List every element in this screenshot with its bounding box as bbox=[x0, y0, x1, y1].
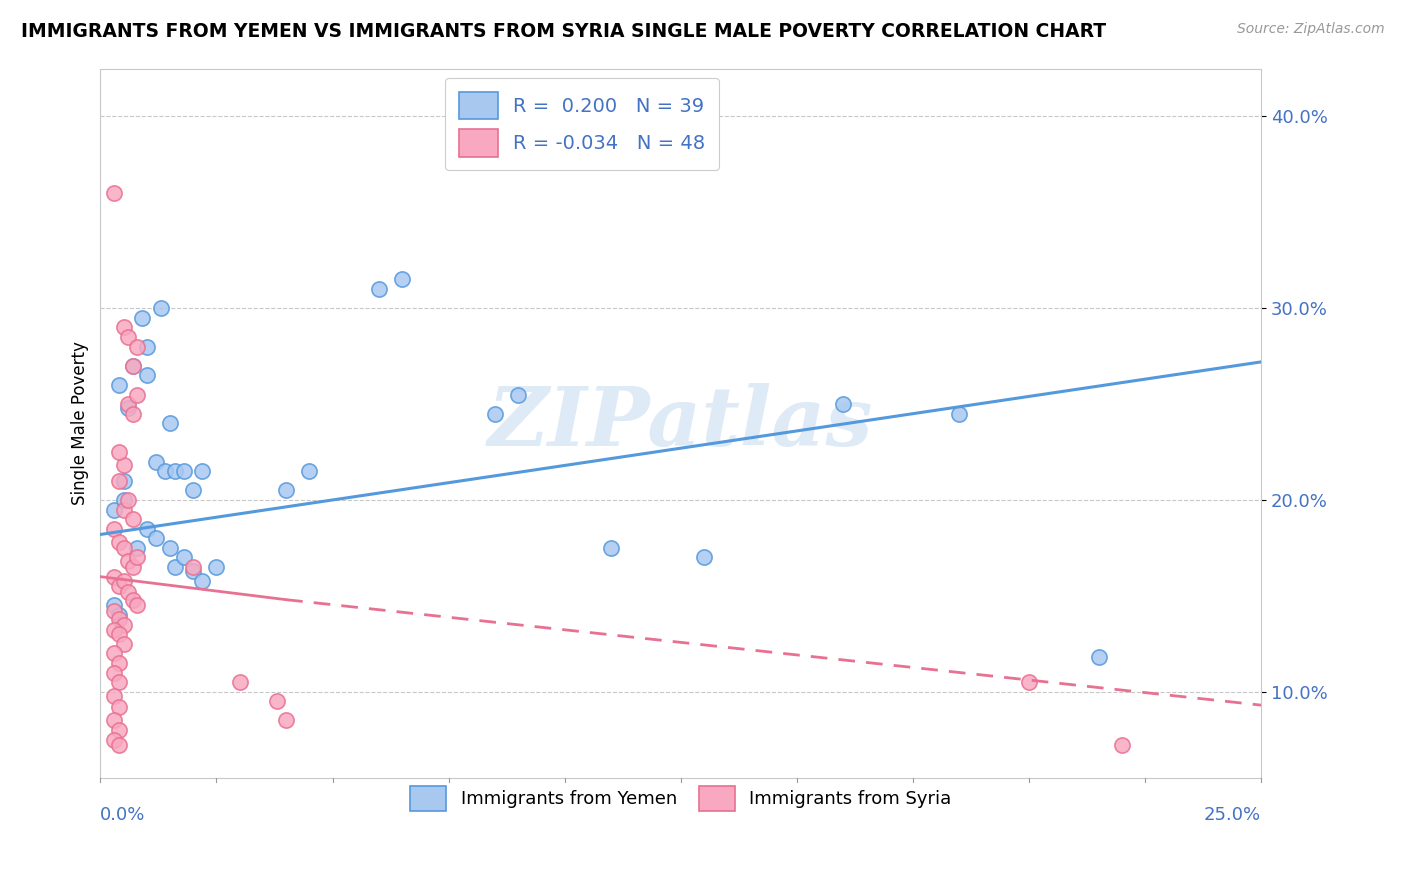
Point bbox=[121, 592, 143, 607]
Point bbox=[832, 397, 855, 411]
Point bbox=[693, 550, 716, 565]
Point bbox=[103, 646, 125, 660]
Point bbox=[103, 186, 125, 201]
Point bbox=[181, 560, 204, 574]
Point bbox=[112, 574, 135, 588]
Point bbox=[117, 330, 139, 344]
Point bbox=[181, 564, 204, 578]
Point bbox=[108, 723, 131, 737]
Point bbox=[121, 359, 143, 373]
Point bbox=[108, 445, 131, 459]
Point bbox=[484, 407, 506, 421]
Point bbox=[103, 732, 125, 747]
Point bbox=[108, 612, 131, 626]
Point bbox=[274, 714, 297, 728]
Point bbox=[103, 502, 125, 516]
Point bbox=[181, 483, 204, 498]
Point bbox=[127, 340, 149, 354]
Point bbox=[135, 522, 157, 536]
Legend: Immigrants from Yemen, Immigrants from Syria: Immigrants from Yemen, Immigrants from S… bbox=[404, 779, 959, 819]
Point bbox=[135, 340, 157, 354]
Point bbox=[149, 301, 172, 316]
Point bbox=[117, 492, 139, 507]
Point bbox=[191, 464, 214, 478]
Point bbox=[108, 627, 131, 641]
Point bbox=[103, 599, 125, 613]
Point bbox=[117, 397, 139, 411]
Point bbox=[163, 560, 186, 574]
Point bbox=[108, 675, 131, 690]
Point bbox=[163, 464, 186, 478]
Text: 25.0%: 25.0% bbox=[1204, 806, 1261, 824]
Point bbox=[112, 492, 135, 507]
Point bbox=[112, 541, 135, 555]
Point bbox=[103, 522, 125, 536]
Point bbox=[103, 689, 125, 703]
Point bbox=[159, 541, 181, 555]
Point bbox=[121, 359, 143, 373]
Point bbox=[117, 585, 139, 599]
Point bbox=[108, 579, 131, 593]
Point bbox=[108, 474, 131, 488]
Point bbox=[145, 455, 167, 469]
Point bbox=[108, 378, 131, 392]
Point bbox=[103, 569, 125, 583]
Point bbox=[155, 464, 177, 478]
Point bbox=[508, 387, 530, 401]
Point bbox=[112, 458, 135, 473]
Point bbox=[108, 607, 131, 622]
Point bbox=[266, 694, 288, 708]
Point bbox=[228, 675, 250, 690]
Point bbox=[121, 560, 143, 574]
Text: IMMIGRANTS FROM YEMEN VS IMMIGRANTS FROM SYRIA SINGLE MALE POVERTY CORRELATION C: IMMIGRANTS FROM YEMEN VS IMMIGRANTS FROM… bbox=[21, 22, 1107, 41]
Point bbox=[131, 310, 153, 325]
Point bbox=[127, 599, 149, 613]
Point bbox=[127, 550, 149, 565]
Point bbox=[948, 407, 970, 421]
Point bbox=[112, 617, 135, 632]
Point bbox=[103, 624, 125, 638]
Point bbox=[127, 387, 149, 401]
Point bbox=[274, 483, 297, 498]
Point bbox=[112, 502, 135, 516]
Point bbox=[108, 700, 131, 714]
Point bbox=[1087, 650, 1109, 665]
Point bbox=[103, 604, 125, 618]
Point bbox=[159, 417, 181, 431]
Point bbox=[391, 272, 413, 286]
Point bbox=[135, 368, 157, 383]
Text: ZIPatlas: ZIPatlas bbox=[488, 384, 873, 463]
Text: Source: ZipAtlas.com: Source: ZipAtlas.com bbox=[1237, 22, 1385, 37]
Point bbox=[117, 401, 139, 415]
Text: 0.0%: 0.0% bbox=[100, 806, 146, 824]
Point bbox=[173, 464, 195, 478]
Point bbox=[145, 531, 167, 545]
Point bbox=[1111, 739, 1133, 753]
Point bbox=[112, 474, 135, 488]
Point bbox=[112, 637, 135, 651]
Point bbox=[108, 656, 131, 670]
Point bbox=[298, 464, 321, 478]
Point bbox=[108, 739, 131, 753]
Point bbox=[117, 554, 139, 568]
Point bbox=[127, 541, 149, 555]
Point bbox=[368, 282, 391, 296]
Point bbox=[600, 541, 623, 555]
Point bbox=[205, 560, 228, 574]
Point bbox=[103, 665, 125, 680]
Point bbox=[173, 550, 195, 565]
Y-axis label: Single Male Poverty: Single Male Poverty bbox=[72, 342, 89, 505]
Point bbox=[112, 320, 135, 334]
Point bbox=[191, 574, 214, 588]
Point bbox=[1018, 675, 1040, 690]
Point bbox=[108, 535, 131, 549]
Point bbox=[121, 407, 143, 421]
Point bbox=[103, 714, 125, 728]
Point bbox=[121, 512, 143, 526]
